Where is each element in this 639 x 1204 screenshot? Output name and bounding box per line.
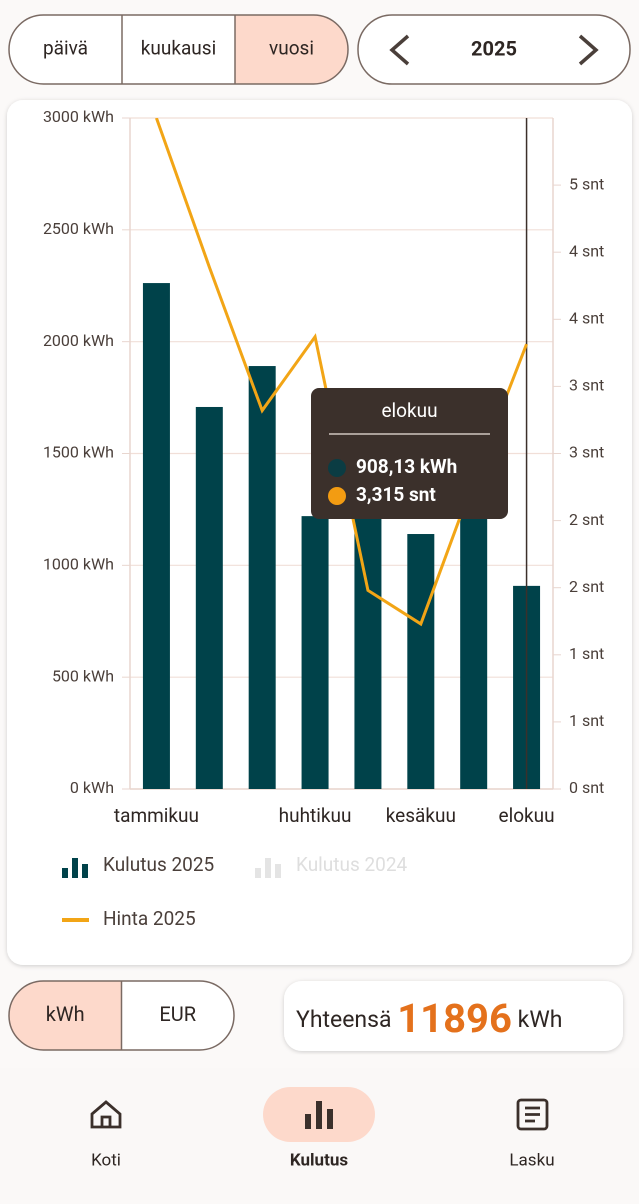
- segment-selected: [9, 981, 122, 1050]
- year: 2025: [471, 36, 517, 60]
- y-tick-label: 3000 kWh: [43, 107, 114, 126]
- year-selector: [357, 14, 631, 85]
- y2-tick-label: 4 snt: [569, 241, 604, 260]
- next-year[interactable]: [578, 34, 599, 66]
- bar: [460, 510, 488, 789]
- legend-label[interactable]: Kulutus 2025: [103, 853, 214, 876]
- y2-tick-label: 5 snt: [569, 174, 604, 193]
- total-card: [284, 981, 623, 1051]
- y2-tick-label: 2 snt: [569, 577, 604, 596]
- legend-icon: [265, 858, 271, 878]
- tooltip-title: elokuu: [381, 399, 437, 422]
- y-tick-label: 500 kWh: [52, 666, 114, 685]
- legend-label[interactable]: Hinta 2025: [103, 907, 196, 930]
- total-unit: kWh: [518, 1006, 563, 1033]
- segment-button[interactable]: vuosi: [269, 37, 314, 60]
- y-tick-label: 1500 kWh: [43, 443, 114, 462]
- y-tick-label: 2500 kWh: [43, 219, 114, 238]
- bar: [407, 534, 435, 789]
- y-tick-label: 0 kWh: [70, 778, 114, 797]
- segment-border: [8, 980, 235, 1051]
- tooltip-value: 908,13 kWh: [356, 455, 457, 478]
- total-label: Yhteensä: [296, 1006, 391, 1033]
- total: Yhteensä 11896 kWh: [296, 995, 562, 1042]
- segment-button[interactable]: päivä: [43, 37, 88, 60]
- legend-icon: [72, 858, 78, 878]
- y-tick-label: 1000 kWh: [43, 555, 114, 574]
- segment-button[interactable]: kuukausi: [141, 37, 216, 60]
- y2-tick-label: 2 snt: [569, 510, 604, 529]
- nav-item[interactable]: Kulutus: [290, 1150, 348, 1170]
- tooltip-value: 3,315 snt: [356, 483, 436, 506]
- y-tick-label: 2000 kWh: [43, 331, 114, 350]
- y2-tick-label: 3 snt: [569, 443, 604, 462]
- x-tick-label: kesäkuu: [386, 804, 456, 827]
- y2-tick-label: 4 snt: [569, 309, 604, 328]
- tooltip-swatch: [328, 459, 346, 477]
- bar: [195, 406, 223, 789]
- y2-tick-label: 1 snt: [569, 711, 604, 730]
- x-tick-label: elokuu: [499, 804, 555, 827]
- y2-tick-label: 0 snt: [569, 778, 604, 797]
- total-value: 11896: [397, 995, 512, 1042]
- tooltip-swatch: [328, 487, 346, 505]
- nav-item[interactable]: Lasku: [509, 1150, 554, 1170]
- x-tick-label: tammikuu: [114, 804, 199, 827]
- bar: [301, 516, 329, 789]
- chart-icon: [305, 1101, 333, 1129]
- home-icon: [90, 1100, 122, 1129]
- prev-year[interactable]: [389, 34, 410, 66]
- segment-button[interactable]: EUR: [159, 1002, 196, 1026]
- bar: [142, 283, 170, 789]
- tooltip: [311, 388, 508, 519]
- y2-tick-label: 1 snt: [569, 644, 604, 663]
- segment-button[interactable]: kWh: [46, 1002, 85, 1026]
- legend-icon: [82, 864, 88, 878]
- bill-icon: [516, 1098, 549, 1131]
- segment-border: [8, 14, 349, 85]
- x-tick-label: huhtikuu: [279, 804, 352, 827]
- legend-label[interactable]: Kulutus 2024: [296, 853, 408, 876]
- nav-item[interactable]: Koti: [91, 1150, 121, 1170]
- bar: [248, 366, 276, 789]
- legend-icon: [255, 868, 261, 878]
- y2-tick-label: 3 snt: [569, 376, 604, 395]
- segment-selected: [235, 15, 348, 84]
- legend-icon: [62, 868, 68, 878]
- legend-icon: [275, 864, 281, 878]
